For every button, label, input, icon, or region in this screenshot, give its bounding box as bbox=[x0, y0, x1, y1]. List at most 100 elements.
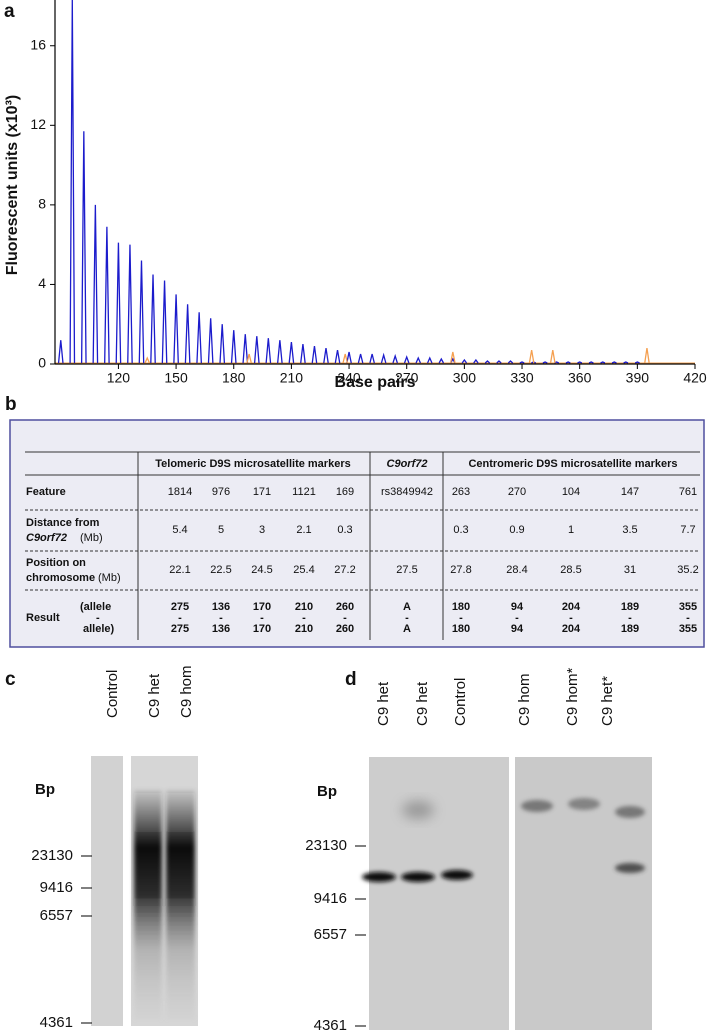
row-label: allele) bbox=[83, 623, 115, 635]
row-label: Feature bbox=[26, 486, 66, 498]
peak bbox=[173, 294, 179, 364]
peak bbox=[80, 131, 87, 364]
x-tick-label: 180 bbox=[222, 370, 246, 386]
cell: 0.9 bbox=[509, 524, 524, 536]
cell: 260 bbox=[336, 623, 354, 635]
x-tick-label: 150 bbox=[164, 370, 188, 386]
band bbox=[362, 872, 396, 882]
cell: - bbox=[302, 612, 306, 624]
x-axis-label: Base pairs bbox=[335, 374, 416, 391]
marker-label: 23130 bbox=[31, 847, 73, 864]
cell: A bbox=[403, 601, 411, 613]
cell: 136 bbox=[212, 601, 230, 613]
peak bbox=[542, 361, 548, 364]
peak bbox=[403, 355, 410, 364]
cell: 171 bbox=[253, 486, 271, 498]
marker-label: 9416 bbox=[40, 879, 73, 896]
row-label: (Mb) bbox=[80, 532, 103, 544]
cell: 0.3 bbox=[337, 524, 352, 536]
row-label: C9orf72 bbox=[26, 532, 67, 544]
marker-label: 9416 bbox=[314, 890, 347, 907]
cell: 355 bbox=[679, 601, 697, 613]
cell: 275 bbox=[171, 623, 189, 635]
peak bbox=[600, 361, 606, 364]
peak bbox=[346, 351, 352, 364]
cell: 3 bbox=[259, 524, 265, 536]
lane-label: C9 het bbox=[375, 681, 392, 726]
band bbox=[401, 872, 435, 882]
group-header: Telomeric D9S microsatellite markers bbox=[155, 458, 350, 470]
peak bbox=[115, 242, 122, 364]
band bbox=[521, 800, 553, 812]
gel-lane bbox=[91, 756, 123, 1026]
peak bbox=[450, 351, 456, 364]
peak bbox=[144, 356, 151, 364]
peak bbox=[461, 358, 468, 364]
cell: 180 bbox=[452, 623, 470, 635]
row-label: - bbox=[96, 612, 100, 624]
band bbox=[441, 870, 473, 880]
lane-label: Control bbox=[452, 678, 469, 726]
peak bbox=[288, 342, 295, 364]
peak bbox=[369, 353, 375, 364]
cell: 180 bbox=[452, 601, 470, 613]
y-tick-label: 8 bbox=[38, 196, 46, 212]
peak bbox=[311, 346, 318, 364]
peak bbox=[392, 353, 398, 364]
peak bbox=[473, 358, 479, 364]
cell: 210 bbox=[295, 623, 313, 635]
peak bbox=[150, 274, 156, 364]
peak bbox=[507, 360, 514, 364]
row-label: Position on bbox=[26, 557, 86, 569]
y-tick-label: 0 bbox=[38, 355, 46, 371]
panel-label: b bbox=[5, 394, 17, 415]
peak bbox=[623, 361, 629, 364]
marker-label: 6557 bbox=[40, 907, 73, 924]
x-tick-label: 330 bbox=[510, 370, 534, 386]
cell: - bbox=[405, 612, 409, 624]
cell: - bbox=[628, 612, 632, 624]
peak bbox=[57, 340, 64, 364]
peak bbox=[380, 352, 387, 364]
x-tick-label: 270 bbox=[395, 370, 419, 386]
cell: 2.1 bbox=[296, 524, 311, 536]
peak bbox=[300, 344, 306, 364]
cell: A bbox=[403, 623, 411, 635]
cell: 0.3 bbox=[453, 524, 468, 536]
peak bbox=[496, 360, 502, 364]
lane-label: C9 hom bbox=[178, 665, 195, 718]
cell: - bbox=[343, 612, 347, 624]
peak bbox=[484, 360, 491, 364]
cell: 25.4 bbox=[293, 564, 314, 576]
x-tick-label: 210 bbox=[280, 370, 304, 386]
peak bbox=[426, 356, 433, 364]
peak bbox=[415, 356, 422, 364]
cell: 27.5 bbox=[396, 564, 417, 576]
cell: 28.4 bbox=[506, 564, 527, 576]
peak bbox=[357, 353, 364, 364]
cell: 31 bbox=[624, 564, 636, 576]
cell: 22.1 bbox=[169, 564, 190, 576]
smear bbox=[134, 790, 162, 1020]
cell: 355 bbox=[679, 623, 697, 635]
peak bbox=[588, 361, 594, 364]
lane-label: C9 hom* bbox=[564, 667, 581, 726]
cell: 204 bbox=[562, 623, 581, 635]
cell: - bbox=[686, 612, 690, 624]
cell: 1121 bbox=[292, 486, 316, 498]
cell: 976 bbox=[212, 486, 230, 498]
peak bbox=[549, 349, 556, 364]
peak bbox=[342, 353, 349, 364]
panel-label: c bbox=[5, 669, 16, 690]
cell: 27.2 bbox=[334, 564, 355, 576]
peak bbox=[161, 280, 168, 364]
cell: - bbox=[178, 612, 182, 624]
x-tick-label: 120 bbox=[107, 370, 131, 386]
peak bbox=[92, 204, 99, 364]
row-label: (Mb) bbox=[98, 572, 121, 584]
cell: 35.2 bbox=[677, 564, 698, 576]
cell: - bbox=[515, 612, 519, 624]
peak bbox=[242, 334, 249, 364]
lane-label: C9 hom bbox=[516, 673, 533, 726]
peak bbox=[611, 361, 617, 364]
